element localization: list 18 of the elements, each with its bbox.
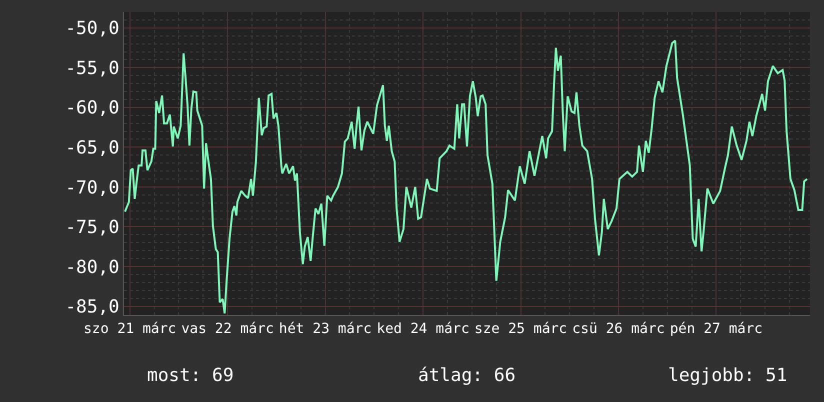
- x-tick-label: hét 23 márc: [278, 320, 372, 337]
- y-tick-label: -70,0: [65, 177, 120, 198]
- y-tick-label: -85,0: [65, 296, 120, 318]
- x-tick-label: sze 25 márc: [474, 320, 568, 337]
- y-tick-label: -50,0: [65, 18, 120, 40]
- text: most: 69: [147, 365, 234, 386]
- x-tick-label: vas 22 márc: [181, 320, 274, 337]
- y-tick-label: -55,0: [65, 58, 120, 79]
- x-tick-label: pén 27 márc: [670, 320, 763, 337]
- x-tick-label: csü 26 márc: [572, 320, 665, 337]
- x-tick-label: szo 21 márc: [83, 320, 176, 337]
- y-tick-label: -65,0: [65, 138, 120, 158]
- text: átlag: 66: [418, 365, 516, 386]
- y-tick-label: -80,0: [65, 256, 120, 278]
- x-tick-label: ked 24 márc: [376, 320, 470, 337]
- text: legjobb: 51: [668, 365, 788, 386]
- y-tick-label: -60,0: [65, 98, 120, 119]
- y-tick-label: -75,0: [65, 217, 120, 238]
